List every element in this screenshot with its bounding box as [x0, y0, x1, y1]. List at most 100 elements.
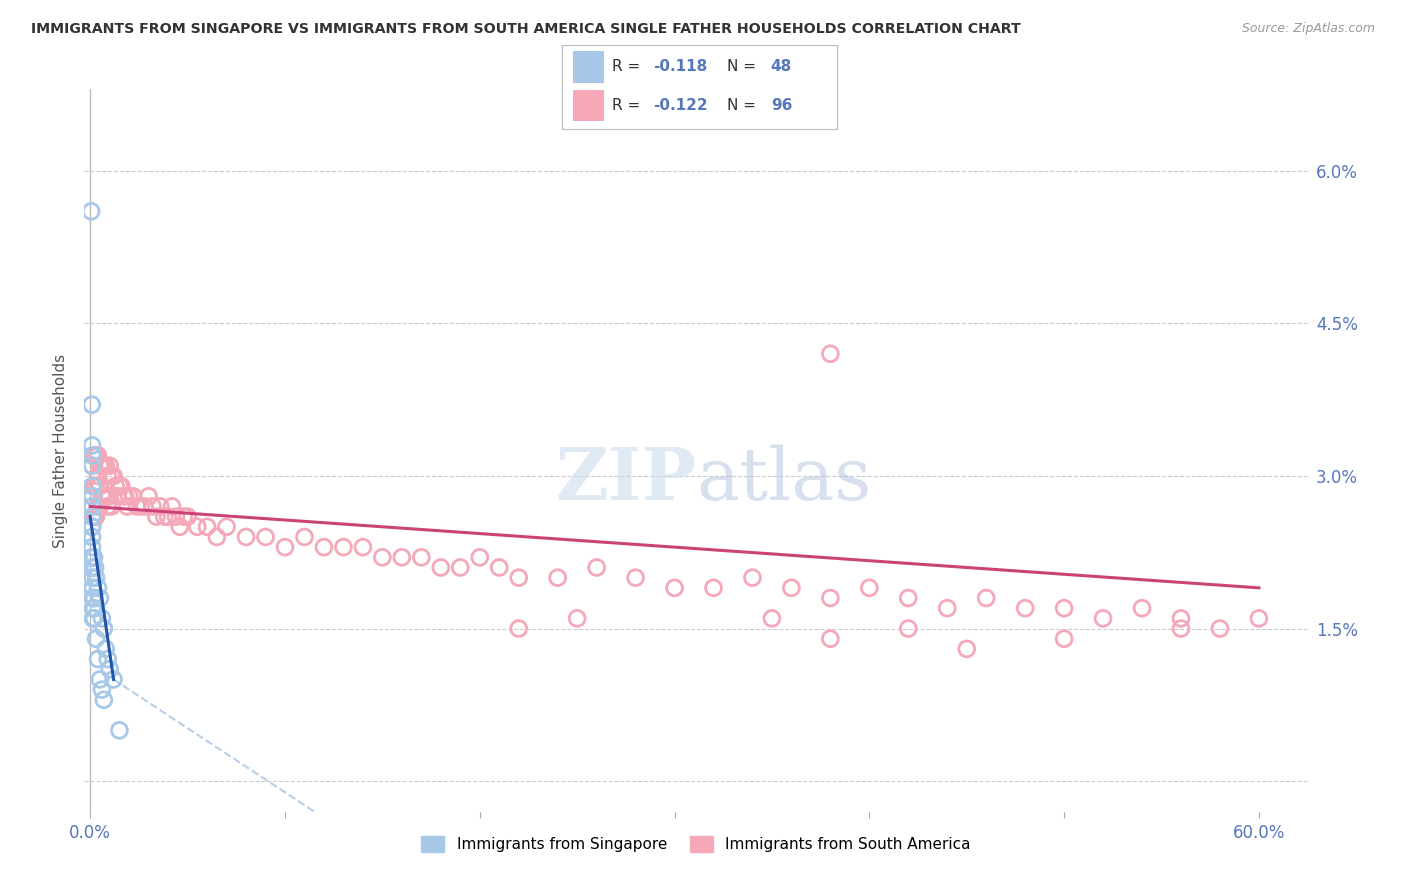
- Point: [173, 509, 195, 524]
- Point: [145, 509, 167, 524]
- Point: [195, 520, 218, 534]
- Point: [820, 347, 842, 361]
- Point: [312, 540, 335, 554]
- Point: [134, 500, 156, 514]
- Point: [89, 479, 111, 493]
- Point: [83, 479, 105, 493]
- Point: [83, 611, 105, 625]
- Point: [94, 641, 117, 656]
- Point: [82, 520, 104, 534]
- Point: [110, 479, 132, 493]
- Text: 48: 48: [770, 59, 792, 74]
- Point: [82, 550, 104, 565]
- Point: [82, 530, 104, 544]
- Point: [820, 591, 842, 605]
- Text: N =: N =: [727, 98, 761, 113]
- Point: [624, 571, 647, 585]
- Point: [89, 500, 111, 514]
- Point: [107, 489, 129, 503]
- Point: [1014, 601, 1036, 615]
- Point: [87, 469, 110, 483]
- Point: [83, 591, 105, 605]
- Point: [82, 500, 104, 514]
- Point: [108, 479, 131, 493]
- Point: [80, 398, 103, 412]
- Point: [371, 550, 394, 565]
- Point: [332, 540, 354, 554]
- Point: [112, 489, 135, 503]
- Point: [83, 449, 105, 463]
- Text: IMMIGRANTS FROM SINGAPORE VS IMMIGRANTS FROM SOUTH AMERICA SINGLE FATHER HOUSEHO: IMMIGRANTS FROM SINGAPORE VS IMMIGRANTS …: [31, 22, 1021, 37]
- Point: [87, 449, 110, 463]
- Point: [84, 632, 107, 646]
- Point: [82, 458, 104, 473]
- Point: [82, 591, 104, 605]
- Text: -0.122: -0.122: [652, 98, 707, 113]
- Point: [82, 540, 104, 554]
- Point: [508, 571, 530, 585]
- Point: [97, 652, 120, 666]
- Point: [1130, 601, 1153, 615]
- Text: ZIP: ZIP: [555, 444, 696, 515]
- Point: [83, 550, 105, 565]
- Point: [83, 509, 105, 524]
- Text: -0.118: -0.118: [652, 59, 707, 74]
- Point: [87, 581, 110, 595]
- Point: [936, 601, 959, 615]
- Point: [1209, 622, 1232, 636]
- Point: [547, 571, 569, 585]
- Point: [82, 591, 104, 605]
- Point: [157, 509, 180, 524]
- Point: [82, 560, 104, 574]
- Point: [82, 611, 104, 625]
- Point: [1053, 601, 1076, 615]
- Point: [94, 458, 117, 473]
- Point: [93, 489, 115, 503]
- Point: [83, 601, 105, 615]
- Point: [761, 611, 783, 625]
- Point: [125, 500, 148, 514]
- Point: [585, 560, 607, 574]
- Point: [80, 204, 103, 219]
- Point: [149, 500, 172, 514]
- Text: atlas: atlas: [696, 444, 872, 515]
- Point: [1170, 611, 1192, 625]
- Text: 96: 96: [770, 98, 792, 113]
- Point: [82, 581, 104, 595]
- Point: [98, 489, 121, 503]
- Point: [702, 581, 724, 595]
- Point: [93, 458, 115, 473]
- Point: [108, 723, 131, 738]
- Point: [114, 489, 136, 503]
- Point: [118, 489, 141, 503]
- Point: [84, 479, 107, 493]
- Point: [1053, 632, 1076, 646]
- Point: [98, 662, 121, 676]
- Point: [82, 571, 104, 585]
- Point: [82, 520, 104, 534]
- Point: [820, 632, 842, 646]
- Y-axis label: Single Father Households: Single Father Households: [53, 353, 69, 548]
- Point: [897, 591, 920, 605]
- Point: [84, 449, 107, 463]
- Point: [93, 693, 115, 707]
- Point: [129, 500, 152, 514]
- Point: [664, 581, 686, 595]
- Point: [141, 500, 163, 514]
- Point: [87, 652, 110, 666]
- Point: [1247, 611, 1270, 625]
- Text: N =: N =: [727, 59, 761, 74]
- Point: [93, 622, 115, 636]
- Text: R =: R =: [612, 98, 645, 113]
- Point: [741, 571, 763, 585]
- Point: [82, 449, 104, 463]
- Point: [122, 489, 145, 503]
- Point: [974, 591, 997, 605]
- Point: [103, 673, 125, 687]
- Point: [97, 500, 120, 514]
- Point: [115, 500, 138, 514]
- Point: [82, 438, 104, 452]
- Point: [82, 509, 104, 524]
- Bar: [574, 89, 603, 120]
- Point: [82, 479, 104, 493]
